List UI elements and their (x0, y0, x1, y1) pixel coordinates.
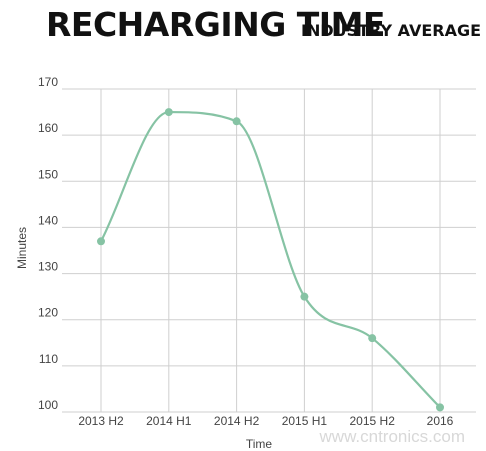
y-tick-label: 120 (38, 306, 58, 320)
data-point (368, 334, 377, 343)
chart-subtitle: INDUSTRY AVERAGE (301, 21, 481, 40)
data-point (300, 292, 309, 301)
chart-title: RECHARGING TIME (46, 5, 385, 44)
y-tick-label: 160 (38, 121, 58, 135)
x-tick-label: 2015 H2 (350, 414, 396, 428)
y-tick-label: 150 (38, 167, 58, 181)
x-tick-label: 2014 H1 (146, 414, 192, 428)
y-tick-label: 100 (38, 398, 58, 412)
series-line (100, 110, 441, 409)
y-axis-label: Minutes (15, 227, 29, 269)
x-axis-ticks: 2013 H2 2014 H1 2014 H2 2015 H1 2015 H2 2016 (78, 414, 453, 428)
y-tick-label: 140 (38, 213, 58, 227)
y-tick-label: 130 (38, 260, 58, 274)
x-tick-label: 2013 H2 (78, 414, 124, 428)
data-point (164, 108, 173, 117)
y-tick-label: 110 (39, 352, 58, 366)
y-axis-ticks: 100 110 120 130 140 150 160 170 (38, 75, 58, 412)
data-point (436, 403, 444, 412)
x-tick-label: 2016 (427, 414, 454, 428)
data-point (97, 237, 105, 246)
data-point (232, 117, 241, 126)
watermark: www.cntronics.com (319, 427, 465, 446)
y-tick-label: 170 (38, 75, 58, 89)
x-tick-label: 2014 H2 (214, 414, 260, 428)
grid (62, 88, 476, 413)
series-minutes (97, 108, 444, 412)
x-tick-label: 2015 H1 (282, 414, 328, 428)
x-axis-label: Time (246, 437, 273, 451)
